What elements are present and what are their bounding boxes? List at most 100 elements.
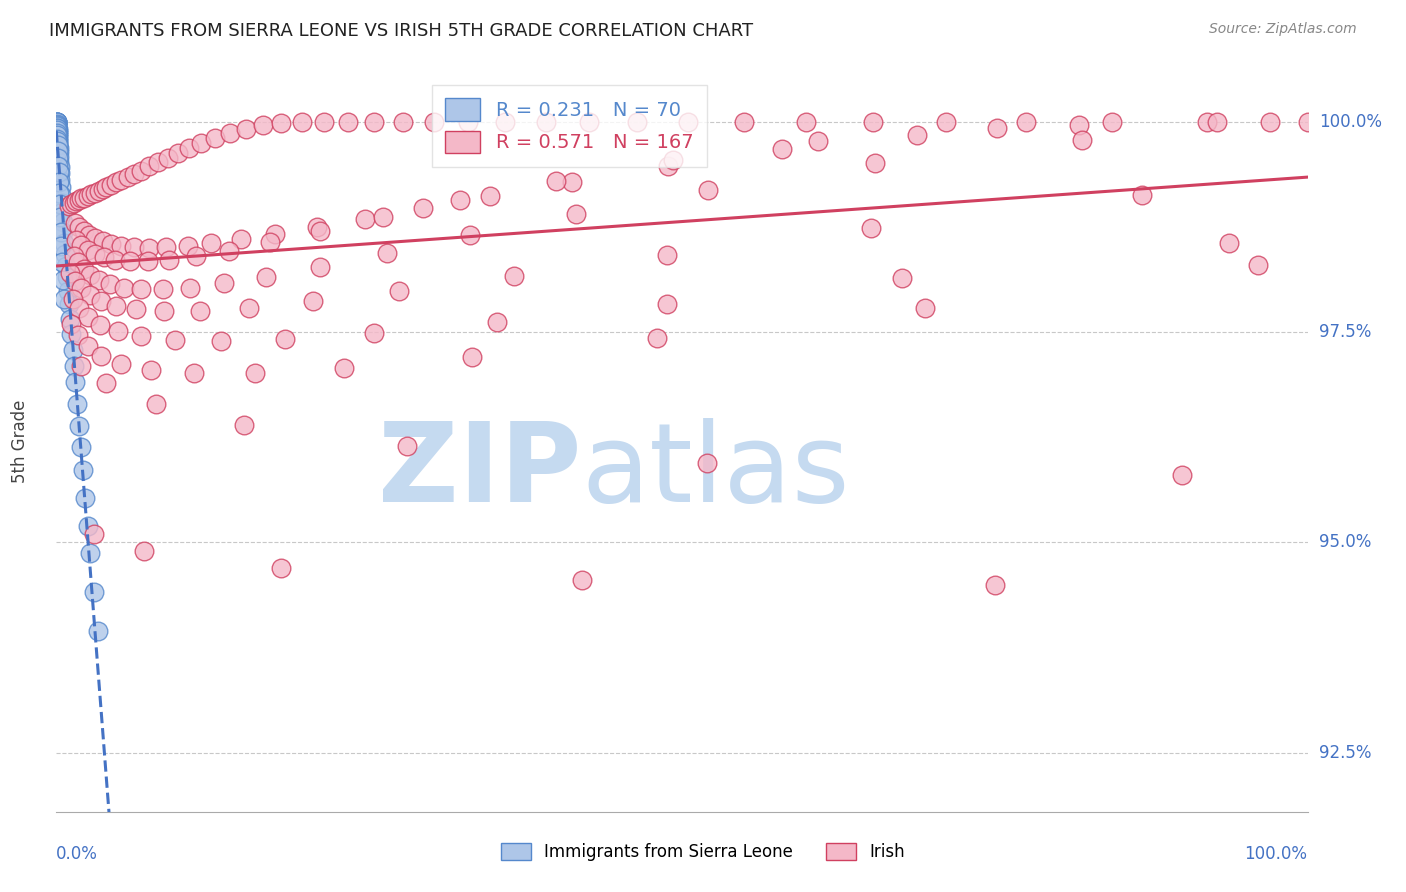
Point — [392, 115, 415, 129]
Legend: Immigrants from Sierra Leone, Irish: Immigrants from Sierra Leone, Irish — [494, 836, 912, 868]
Point — [125, 302, 148, 317]
Point — [110, 357, 132, 371]
Point — [46, 145, 69, 159]
Text: 92.5%: 92.5% — [1319, 744, 1371, 762]
Point — [100, 236, 122, 251]
Point — [49, 179, 72, 194]
Point — [51, 196, 73, 211]
Point — [46, 151, 69, 165]
Point — [264, 227, 287, 241]
Point — [183, 367, 205, 381]
Point — [152, 282, 174, 296]
Point — [859, 220, 882, 235]
Point — [259, 235, 281, 249]
Point — [62, 292, 84, 306]
Text: 95.0%: 95.0% — [1319, 533, 1371, 551]
Point — [67, 301, 90, 315]
Point — [84, 247, 107, 261]
Point — [305, 219, 328, 234]
Point — [179, 280, 201, 294]
Point — [51, 188, 73, 202]
Point — [363, 115, 385, 129]
Point — [794, 115, 817, 129]
Point — [46, 132, 69, 146]
Point — [770, 142, 793, 156]
Point — [96, 180, 118, 194]
Point — [270, 560, 292, 574]
Point — [561, 175, 583, 189]
Point — [84, 186, 107, 200]
Point — [46, 137, 69, 152]
Point — [986, 120, 1008, 135]
Point — [136, 254, 159, 268]
Point — [862, 115, 884, 129]
Point — [76, 338, 98, 352]
Point — [104, 252, 127, 267]
Point — [49, 225, 72, 239]
Point — [49, 210, 72, 224]
Point — [1197, 115, 1219, 129]
Point — [70, 281, 93, 295]
Point — [290, 115, 312, 129]
Point — [1067, 118, 1090, 132]
Point — [49, 173, 72, 187]
Point — [336, 115, 359, 129]
Point — [131, 163, 153, 178]
Point — [93, 250, 115, 264]
Point — [138, 160, 160, 174]
Point — [231, 232, 253, 246]
Point — [449, 193, 471, 207]
Point — [69, 441, 91, 455]
Point — [60, 197, 83, 211]
Point — [53, 292, 76, 306]
Point — [53, 235, 76, 250]
Text: Source: ZipAtlas.com: Source: ZipAtlas.com — [1209, 22, 1357, 37]
Point — [354, 211, 377, 226]
Point — [48, 159, 70, 173]
Text: atlas: atlas — [582, 417, 851, 524]
Point — [46, 118, 69, 132]
Point — [1101, 115, 1123, 129]
Point — [301, 293, 323, 308]
Point — [63, 375, 86, 389]
Point — [96, 376, 118, 390]
Point — [90, 349, 112, 363]
Point — [46, 128, 69, 143]
Point — [578, 115, 600, 129]
Point — [51, 205, 73, 219]
Point — [252, 118, 274, 132]
Point — [66, 255, 89, 269]
Point — [76, 310, 98, 324]
Point — [218, 244, 240, 258]
Point — [84, 231, 107, 245]
Point — [190, 136, 212, 150]
Point — [122, 167, 145, 181]
Point — [657, 159, 679, 173]
Point — [59, 311, 82, 326]
Point — [62, 359, 84, 373]
Point — [309, 260, 332, 274]
Point — [186, 249, 208, 263]
Point — [65, 194, 87, 208]
Point — [807, 134, 830, 148]
Point — [120, 254, 142, 268]
Point — [395, 439, 418, 453]
Point — [100, 178, 122, 192]
Point — [363, 326, 385, 340]
Point — [48, 145, 70, 160]
Point — [60, 317, 83, 331]
Text: 0.0%: 0.0% — [56, 845, 98, 863]
Point — [460, 228, 482, 243]
Point — [662, 153, 685, 167]
Point — [91, 182, 114, 196]
Point — [697, 183, 720, 197]
Point — [935, 115, 957, 129]
Point — [48, 175, 70, 189]
Point — [45, 115, 67, 129]
Point — [112, 280, 135, 294]
Point — [56, 284, 79, 298]
Point — [1171, 468, 1194, 483]
Point — [188, 304, 211, 318]
Point — [141, 363, 163, 377]
Point — [55, 270, 77, 285]
